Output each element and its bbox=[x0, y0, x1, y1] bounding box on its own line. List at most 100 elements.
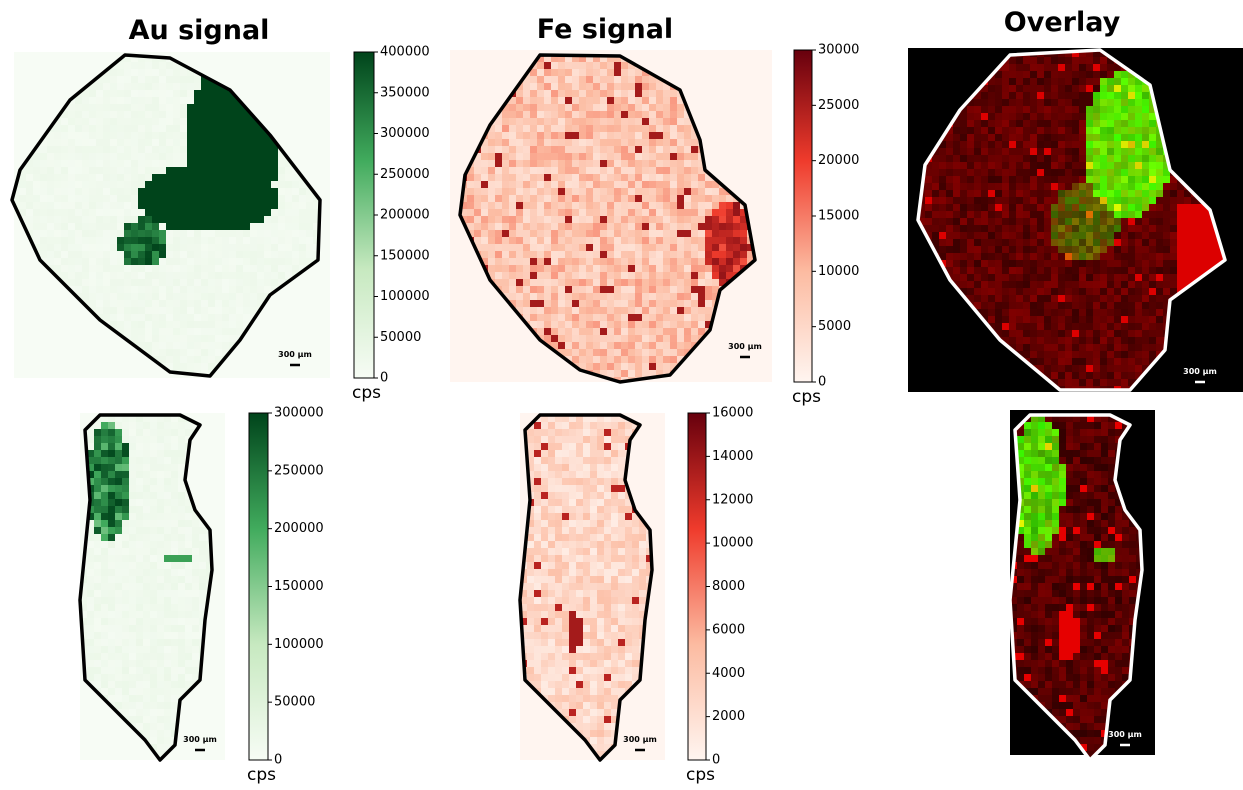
pixel bbox=[593, 335, 600, 342]
pixel bbox=[495, 174, 502, 181]
pixel bbox=[988, 85, 995, 92]
pixel bbox=[215, 237, 222, 244]
pixel bbox=[250, 265, 257, 272]
pixel bbox=[264, 258, 271, 265]
pixel bbox=[152, 97, 159, 104]
pixel bbox=[642, 76, 649, 83]
pixel bbox=[166, 314, 173, 321]
pixel bbox=[579, 335, 586, 342]
pixel bbox=[236, 265, 243, 272]
pixel bbox=[586, 258, 593, 265]
pixel bbox=[635, 146, 642, 153]
pixel bbox=[292, 237, 299, 244]
pixel bbox=[124, 300, 131, 307]
pixel bbox=[677, 349, 684, 356]
pixel bbox=[1156, 162, 1163, 169]
pixel bbox=[733, 202, 740, 209]
pixel bbox=[726, 223, 733, 230]
pixel bbox=[1121, 92, 1128, 99]
pixel bbox=[124, 328, 131, 335]
pixel bbox=[995, 85, 1002, 92]
pixel bbox=[1142, 99, 1149, 106]
pixel bbox=[131, 76, 138, 83]
pixel bbox=[1114, 71, 1121, 78]
pixel bbox=[642, 195, 649, 202]
pixel bbox=[138, 111, 145, 118]
pixel bbox=[208, 195, 215, 202]
pixel bbox=[1093, 155, 1100, 162]
pixel bbox=[600, 216, 607, 223]
pixel bbox=[1114, 183, 1121, 190]
pixel bbox=[628, 223, 635, 230]
pixel bbox=[586, 314, 593, 321]
pixel bbox=[1100, 134, 1107, 141]
pixel bbox=[1079, 57, 1086, 64]
pixel bbox=[75, 118, 82, 125]
pixel bbox=[229, 167, 236, 174]
pixel bbox=[1065, 92, 1072, 99]
pixel bbox=[621, 258, 628, 265]
pixel bbox=[684, 223, 691, 230]
pixel bbox=[614, 125, 621, 132]
pixel bbox=[152, 167, 159, 174]
pixel bbox=[740, 251, 747, 258]
pixel bbox=[488, 237, 495, 244]
pixel bbox=[180, 286, 187, 293]
pixel bbox=[523, 216, 530, 223]
pixel bbox=[607, 335, 614, 342]
pixel bbox=[19, 181, 26, 188]
pixel bbox=[988, 113, 995, 120]
pixel bbox=[257, 216, 264, 223]
pixel bbox=[1121, 169, 1128, 176]
pixel bbox=[565, 202, 572, 209]
pixel bbox=[600, 111, 607, 118]
pixel bbox=[981, 106, 988, 113]
pixel bbox=[551, 272, 558, 279]
pixel bbox=[614, 181, 621, 188]
pixel bbox=[502, 272, 509, 279]
pixel bbox=[145, 300, 152, 307]
pixel bbox=[960, 127, 967, 134]
pixel bbox=[299, 209, 306, 216]
pixel bbox=[649, 139, 656, 146]
pixel bbox=[684, 237, 691, 244]
pixel bbox=[628, 125, 635, 132]
pixel bbox=[1051, 71, 1058, 78]
pixel bbox=[593, 223, 600, 230]
pixel bbox=[572, 118, 579, 125]
pixel bbox=[558, 272, 565, 279]
pixel bbox=[502, 209, 509, 216]
pixel bbox=[180, 321, 187, 328]
pixel bbox=[939, 162, 946, 169]
pixel bbox=[509, 104, 516, 111]
pixel bbox=[264, 244, 271, 251]
pixel bbox=[1030, 113, 1037, 120]
pixel bbox=[1065, 57, 1072, 64]
pixel bbox=[208, 118, 215, 125]
pixel bbox=[719, 216, 726, 223]
pixel bbox=[579, 97, 586, 104]
pixel bbox=[166, 146, 173, 153]
pixel bbox=[166, 349, 173, 356]
pixel bbox=[1058, 183, 1065, 190]
pixel bbox=[488, 223, 495, 230]
pixel bbox=[1030, 141, 1037, 148]
pixel bbox=[474, 188, 481, 195]
pixel bbox=[635, 293, 642, 300]
pixel bbox=[1065, 113, 1072, 120]
pixel bbox=[467, 216, 474, 223]
pixel bbox=[1086, 64, 1093, 71]
pixel bbox=[607, 90, 614, 97]
pixel bbox=[677, 265, 684, 272]
pixel bbox=[152, 83, 159, 90]
pixel bbox=[208, 272, 215, 279]
pixel bbox=[565, 181, 572, 188]
pixel bbox=[138, 62, 145, 69]
pixel bbox=[656, 258, 663, 265]
pixel bbox=[663, 223, 670, 230]
pixel bbox=[663, 153, 670, 160]
pixel bbox=[649, 202, 656, 209]
pixel bbox=[502, 125, 509, 132]
pixel bbox=[698, 272, 705, 279]
pixel bbox=[215, 223, 222, 230]
